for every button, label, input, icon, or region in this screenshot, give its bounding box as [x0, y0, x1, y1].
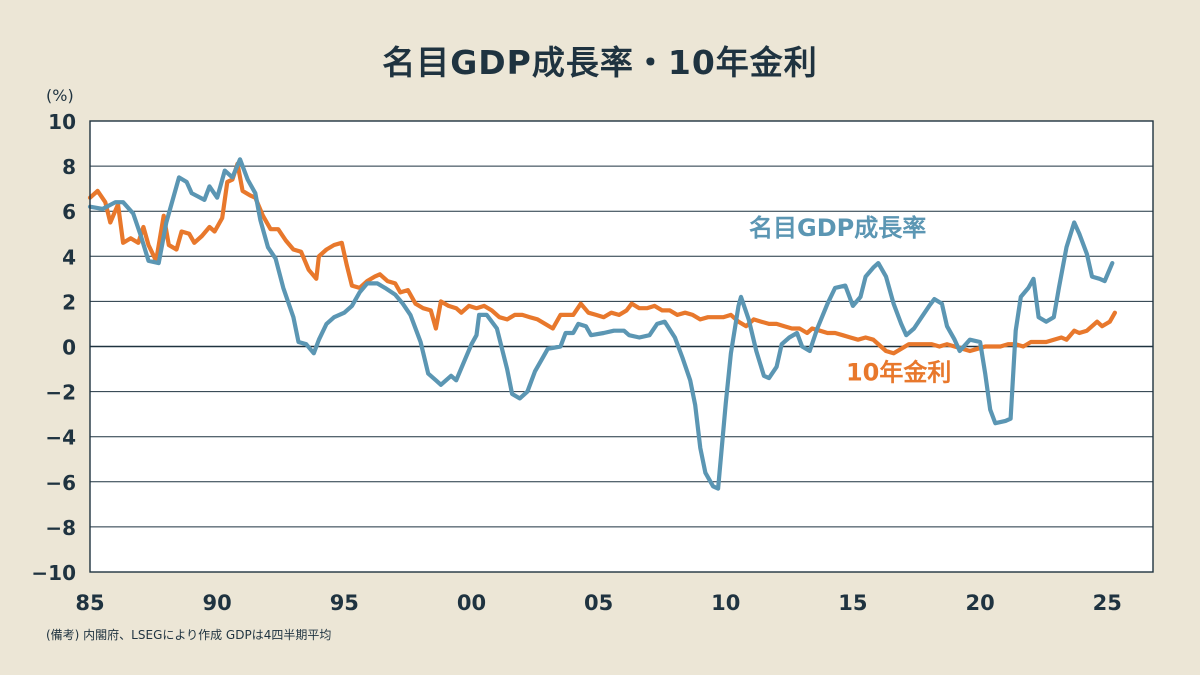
y-tick-label: −2	[45, 381, 76, 405]
x-tick-label: 00	[457, 591, 486, 615]
y-tick-label: 10	[48, 110, 76, 134]
y-tick-label: 4	[62, 245, 76, 269]
y-axis-unit-label: (%)	[46, 86, 74, 105]
y-tick-label: −10	[31, 561, 76, 585]
series-line-nominal-gdp	[87, 157, 1115, 491]
series-labels: 名目GDP成長率 10年金利	[749, 214, 951, 386]
y-axis-ticks: 10 8 6 4 2 0 −2 −4 −6 −8 −10	[31, 110, 76, 585]
chart-title: 名目GDP成長率・10年金利	[382, 43, 818, 82]
grid-lines	[90, 165, 1153, 528]
y-tick-label: −4	[45, 426, 76, 450]
y-tick-label: 8	[62, 155, 76, 179]
x-tick-label: 95	[330, 591, 359, 615]
series-line-10y-rate	[87, 161, 1117, 356]
y-tick-label: 2	[62, 290, 76, 314]
source-note: (備考) 内閣府、LSEGにより作成 GDPは4四半期平均	[46, 628, 332, 642]
y-tick-label: 0	[62, 336, 76, 360]
x-tick-label: 05	[584, 591, 613, 615]
y-tick-label: 6	[62, 200, 76, 224]
plot-frame	[89, 120, 1154, 573]
x-tick-label: 20	[965, 591, 994, 615]
x-tick-label: 90	[203, 591, 232, 615]
series-layer	[87, 157, 1117, 491]
series-label-10y-rate: 10年金利	[846, 358, 951, 386]
series-label-nominal-gdp: 名目GDP成長率	[749, 214, 926, 242]
x-tick-label: 10	[711, 591, 740, 615]
x-tick-label: 25	[1093, 591, 1122, 615]
x-tick-label: 85	[75, 591, 104, 615]
y-tick-label: −8	[45, 516, 76, 540]
x-axis-ticks: 85 90 95 00 05 10 15 20 25	[75, 591, 1121, 615]
plot-border	[89, 120, 1154, 573]
x-tick-label: 15	[838, 591, 867, 615]
y-tick-label: −6	[45, 471, 76, 495]
